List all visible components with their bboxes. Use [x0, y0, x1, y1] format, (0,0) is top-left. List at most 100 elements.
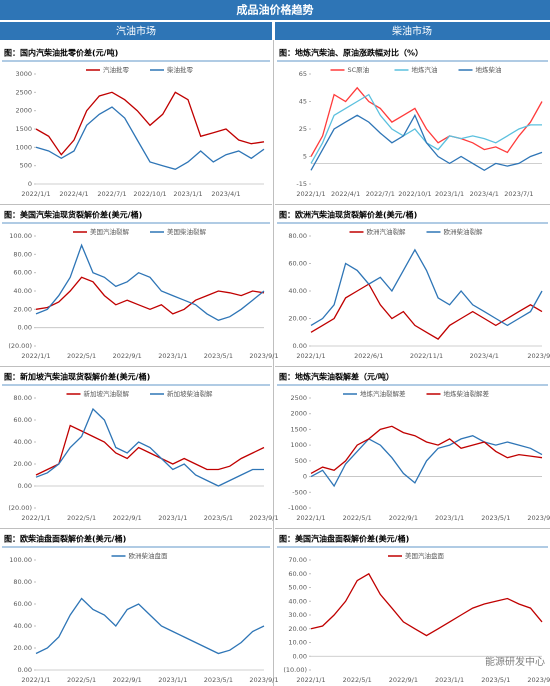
y-tick-label: 80.00 [13, 250, 32, 258]
y-tick-label: -500 [292, 488, 307, 496]
x-tick-label: 2023/1/1 [435, 676, 464, 684]
x-tick-label: 2022/9/1 [113, 352, 142, 360]
series-line [35, 243, 265, 322]
chart-title: 图：新加坡汽柴油现货裂解价差(美元/桶) [4, 372, 150, 382]
x-tick-label: 2022/5/1 [67, 514, 96, 522]
legend-label: 欧洲汽油裂解 [367, 227, 407, 236]
series-line [35, 597, 265, 655]
watermark: 能源研发中心 [485, 655, 545, 668]
legend-label: 新加坡汽油裂解 [84, 389, 130, 398]
series-line [310, 113, 543, 172]
x-tick-label: 2022/5/1 [67, 352, 96, 360]
x-tick-label: 2022/10/1 [133, 190, 166, 198]
header-bar [0, 0, 550, 20]
y-tick-label: 100.00 [9, 232, 32, 240]
y-tick-label: 100.00 [9, 556, 32, 564]
y-tick-label: 2500 [15, 88, 32, 96]
y-tick-label: 20.00 [13, 460, 32, 468]
y-tick-label: 1500 [290, 425, 307, 433]
x-tick-label: 2023/5/1 [204, 514, 233, 522]
y-tick-label: 60.00 [13, 269, 32, 277]
y-tick-label: 0.00 [18, 482, 32, 490]
x-tick-label: 2023/9/1 [249, 352, 278, 360]
legend-label: 地炼柴油 [476, 65, 502, 74]
x-tick-label: 2023/9/1 [527, 514, 550, 522]
y-tick-label: 40.00 [13, 438, 32, 446]
header-title: 成品油价格趋势 [237, 3, 314, 17]
y-tick-label: 0.00 [293, 342, 307, 350]
x-tick-label: 2023/7/1 [504, 190, 533, 198]
y-tick-label: 70.00 [288, 556, 307, 564]
x-tick-label: 2023/9/1 [249, 676, 278, 684]
y-tick-label: 2000 [290, 410, 307, 418]
x-tick-label: 2023/4/1 [470, 190, 499, 198]
series-line [35, 407, 264, 487]
series-line [310, 435, 543, 488]
chart-title: 图：美国汽柴油现货裂解价差(美元/桶) [4, 210, 142, 220]
x-tick-label: 2023/5/1 [481, 514, 510, 522]
x-tick-label: 2023/9/1 [527, 352, 550, 360]
y-tick-label: 20.00 [288, 315, 307, 323]
y-tick-label: 20.00 [13, 644, 32, 652]
y-tick-label: 0.00 [293, 652, 307, 660]
x-tick-label: 2023/1/1 [435, 514, 464, 522]
y-tick-label: -1000 [288, 504, 307, 512]
series-line [310, 248, 543, 327]
x-tick-label: 2022/11/1 [410, 352, 443, 360]
y-tick-label: (20.00) [8, 342, 32, 350]
x-tick-label: 2022/1/1 [21, 514, 50, 522]
x-tick-label: 2022/4/1 [59, 190, 88, 198]
x-tick-label: 2022/1/1 [21, 352, 50, 360]
y-tick-label: 80.00 [13, 394, 32, 402]
x-tick-label: 2022/1/1 [21, 676, 50, 684]
chart-title: 图：欧洲汽柴油现货裂解价差(美元/桶) [279, 210, 417, 220]
y-tick-label: 45 [299, 98, 307, 106]
y-tick-label: 60.00 [288, 260, 307, 268]
x-tick-label: 2022/9/1 [113, 514, 142, 522]
y-tick-label: 65 [299, 70, 307, 78]
x-tick-label: 2023/1/1 [158, 514, 187, 522]
y-tick-label: (20.00) [8, 504, 32, 512]
x-tick-label: 2022/7/1 [97, 190, 126, 198]
legend-label: SC原油 [348, 65, 370, 74]
x-tick-label: 2023/9/1 [249, 514, 278, 522]
chart-title: 图：国内汽柴油批零价差(元/吨) [4, 48, 118, 58]
y-tick-label: 500 [20, 162, 32, 170]
x-tick-label: 2023/5/1 [204, 352, 233, 360]
series-line [35, 276, 265, 315]
x-tick-label: 2022/5/1 [343, 514, 372, 522]
x-tick-label: 2023/9/1 [527, 676, 550, 684]
x-tick-label: 2023/4/1 [211, 190, 240, 198]
legend-label: 美国汽油裂解 [90, 227, 130, 236]
y-tick-label: (10.00) [283, 666, 307, 674]
legend-label: 柴油批零 [167, 65, 194, 74]
x-tick-label: 2023/1/1 [158, 676, 187, 684]
y-tick-label: -15 [296, 180, 307, 188]
y-tick-label: 25 [299, 125, 307, 133]
legend-label: 新加坡柴油裂解 [167, 389, 213, 398]
y-tick-label: 60.00 [288, 570, 307, 578]
y-tick-label: 20.00 [288, 625, 307, 633]
section-bar [0, 22, 272, 40]
y-tick-label: 40.00 [13, 622, 32, 630]
x-tick-label: 2022/10/1 [398, 190, 431, 198]
x-tick-label: 2022/4/1 [331, 190, 360, 198]
y-tick-label: 3000 [15, 70, 32, 78]
x-tick-label: 2022/9/1 [113, 676, 142, 684]
y-tick-label: 1500 [15, 125, 32, 133]
x-tick-label: 2023/1/1 [173, 190, 202, 198]
chart-title: 图：美国汽油盘面裂解价差(美元/桶) [279, 534, 409, 544]
chart-title: 图：地炼汽柴油、原油涨跌幅对比（%） [279, 48, 423, 58]
series-line [310, 572, 543, 637]
series-line [310, 86, 543, 157]
y-tick-label: 0 [28, 180, 32, 188]
series-line [310, 425, 543, 474]
y-tick-label: 50.00 [288, 584, 307, 592]
x-tick-label: 2023/5/1 [204, 676, 233, 684]
legend-label: 欧洲柴油盘面 [129, 551, 169, 560]
x-tick-label: 2023/5/1 [481, 676, 510, 684]
legend-label: 地炼柴油裂解差 [444, 389, 490, 398]
y-tick-label: 40.00 [13, 287, 32, 295]
